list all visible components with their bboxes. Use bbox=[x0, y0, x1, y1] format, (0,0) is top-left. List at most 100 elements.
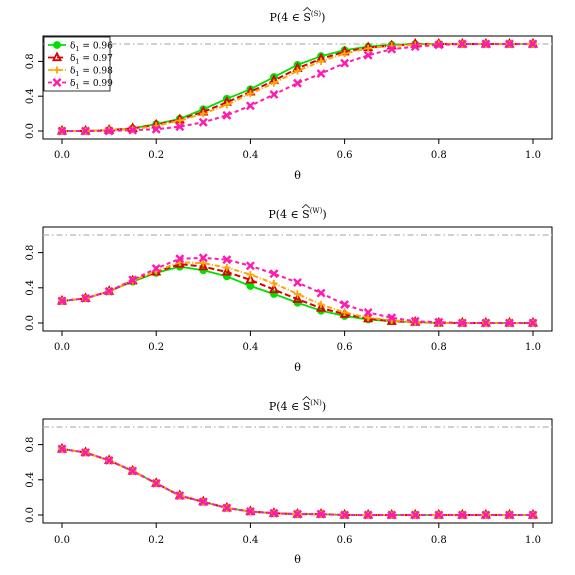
data-point bbox=[128, 125, 138, 135]
data-point bbox=[434, 510, 444, 520]
series-line bbox=[62, 43, 533, 132]
x-tick-label: 0.0 bbox=[54, 150, 70, 161]
data-point bbox=[481, 318, 491, 328]
data-point bbox=[269, 508, 279, 518]
panel-2: P(4 ∈ S(W)) 0.0 0.2 0.4 0.6 0.8 1.0 0.0 0.4 0.8 θ bbox=[25, 203, 553, 374]
x-tick-label: 0.6 bbox=[337, 535, 353, 546]
y-tick-label: 0.8 bbox=[25, 437, 36, 453]
data-point bbox=[270, 279, 278, 287]
y-tick-label: 0.0 bbox=[25, 507, 36, 523]
plot-frame bbox=[42, 226, 553, 332]
data-point bbox=[457, 318, 467, 328]
data-point bbox=[481, 510, 491, 520]
panel-title-hat-mark bbox=[303, 6, 312, 12]
panel-title-main: P(4 ∈ bbox=[270, 11, 304, 24]
legend-label-sub: 1 bbox=[75, 70, 79, 78]
panel-title-hat-mark bbox=[302, 395, 311, 401]
data-point bbox=[528, 318, 538, 328]
series-4 bbox=[57, 39, 538, 136]
x-tick-label: 0.2 bbox=[148, 342, 164, 353]
legend-label-sub: 1 bbox=[75, 45, 79, 53]
data-point bbox=[198, 260, 209, 271]
panel-title-close: ) bbox=[322, 208, 326, 221]
data-point bbox=[293, 290, 302, 298]
data-point bbox=[340, 300, 350, 309]
data-point bbox=[268, 283, 280, 294]
data-point bbox=[387, 313, 397, 323]
x-tick-label: 0.8 bbox=[431, 342, 447, 353]
x-tick-label: 1.0 bbox=[525, 535, 541, 546]
data-point bbox=[340, 58, 350, 68]
data-point bbox=[246, 271, 254, 279]
legend-label: δ1 = 0.96 bbox=[70, 42, 113, 54]
data-point bbox=[410, 510, 420, 520]
x-tick-label: 0.2 bbox=[148, 150, 164, 161]
data-point bbox=[246, 282, 255, 290]
panel-title-sup: (N) bbox=[310, 399, 322, 407]
data-point bbox=[151, 263, 161, 273]
data-point bbox=[364, 44, 372, 52]
x-tick-label: 0.8 bbox=[431, 535, 447, 546]
data-point bbox=[341, 49, 349, 58]
x-axis-label: θ bbox=[294, 553, 301, 566]
data-point bbox=[270, 79, 278, 87]
series-3 bbox=[58, 445, 537, 519]
plot-frame bbox=[42, 35, 553, 140]
data-point bbox=[223, 101, 231, 109]
y-tick-label: 0.0 bbox=[25, 315, 36, 331]
y-tick-label: 0.4 bbox=[25, 280, 36, 296]
series-line bbox=[61, 448, 533, 516]
data-point bbox=[175, 491, 185, 501]
data-point bbox=[222, 255, 232, 265]
data-point bbox=[293, 509, 302, 519]
legend-label-value: = 0.96 bbox=[80, 42, 114, 52]
data-point bbox=[198, 117, 208, 127]
x-tick-label: 1.0 bbox=[525, 150, 541, 161]
data-point bbox=[128, 275, 138, 285]
data-point bbox=[434, 317, 444, 327]
x-tick-label: 0.0 bbox=[54, 342, 70, 353]
data-point bbox=[363, 510, 373, 520]
series-2 bbox=[56, 37, 539, 135]
data-point bbox=[246, 89, 254, 98]
plot-frame bbox=[42, 418, 553, 524]
legend-marker bbox=[53, 41, 61, 49]
data-point bbox=[269, 90, 279, 99]
y-tick-label: 0.4 bbox=[25, 88, 36, 104]
y-tick-label: 0.8 bbox=[25, 245, 36, 261]
panel-title-hat-mark bbox=[301, 203, 310, 209]
panel-title-sup: (W) bbox=[310, 207, 323, 215]
legend-label: δ1 = 0.99 bbox=[70, 79, 113, 91]
data-point bbox=[387, 510, 397, 520]
data-point bbox=[505, 39, 514, 49]
data-point bbox=[315, 301, 327, 312]
data-point bbox=[481, 39, 491, 49]
data-point bbox=[57, 444, 67, 454]
x-tick-label: 0.4 bbox=[242, 535, 258, 546]
data-point bbox=[363, 307, 373, 317]
data-point bbox=[410, 42, 420, 52]
data-point bbox=[245, 261, 255, 271]
data-point bbox=[151, 478, 161, 488]
series-line bbox=[62, 43, 533, 132]
data-point bbox=[316, 509, 326, 519]
data-point bbox=[175, 254, 185, 264]
data-point bbox=[457, 39, 467, 49]
data-point bbox=[81, 448, 90, 457]
series-1 bbox=[58, 445, 537, 519]
data-point bbox=[364, 314, 372, 322]
data-point bbox=[175, 122, 185, 132]
data-point bbox=[317, 300, 325, 309]
data-point bbox=[245, 507, 255, 516]
panel-title-main: P(4 ∈ bbox=[268, 208, 302, 221]
panel-title-sup: (S) bbox=[311, 10, 322, 18]
data-point bbox=[363, 50, 373, 60]
data-point bbox=[199, 110, 207, 118]
data-point bbox=[176, 116, 184, 125]
panel-title: P(4 ∈ S(W)) bbox=[268, 207, 326, 221]
legend-label-prefix: δ bbox=[70, 42, 75, 52]
data-point bbox=[222, 503, 232, 513]
panel-title-hat: S bbox=[303, 400, 311, 413]
